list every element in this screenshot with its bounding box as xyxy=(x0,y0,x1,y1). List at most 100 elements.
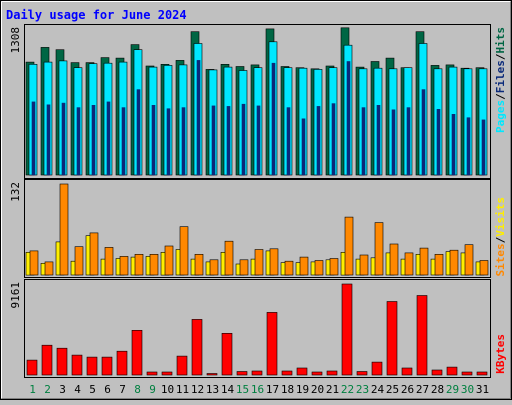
pages-bar xyxy=(466,117,471,176)
day-label: 20 xyxy=(311,383,324,396)
day-label: 27 xyxy=(416,383,429,396)
ymax-label-top: 1308 xyxy=(9,27,22,54)
day-label: 13 xyxy=(206,383,219,396)
day-label: 4 xyxy=(74,383,81,396)
sites-bar xyxy=(374,222,384,276)
sites-bar xyxy=(449,249,459,276)
kbytes-bar xyxy=(251,370,263,376)
pages-bar xyxy=(31,101,36,176)
pages-bar xyxy=(61,102,66,176)
kbytes-bar xyxy=(416,295,428,376)
day-label: 29 xyxy=(446,383,459,396)
chart-title: Daily usage for June 2024 xyxy=(6,8,187,22)
kbytes-bar xyxy=(71,354,83,376)
kbytes-bar xyxy=(461,371,473,376)
pages-bar xyxy=(301,118,306,176)
sites-bar xyxy=(104,247,114,276)
legend-sep-3: / xyxy=(494,236,507,243)
legend-kbytes: KBytes xyxy=(494,334,507,374)
kbytes-bar xyxy=(221,332,233,376)
sites-bar xyxy=(299,256,309,276)
kbytes-bar xyxy=(191,319,203,376)
sites-bar xyxy=(254,249,264,276)
day-label: 14 xyxy=(221,383,235,396)
pages-bar xyxy=(451,114,456,176)
sites-bar xyxy=(149,254,159,276)
pages-bar xyxy=(316,106,321,176)
day-label: 21 xyxy=(326,383,339,396)
kbytes-bar xyxy=(161,371,173,376)
day-label: 7 xyxy=(119,383,126,396)
pages-bar xyxy=(151,105,156,176)
sites-bar xyxy=(119,256,129,276)
pages-bar xyxy=(406,107,411,176)
sites-bar xyxy=(209,259,219,276)
sites-bar xyxy=(74,246,84,276)
kbytes-bar xyxy=(446,366,458,376)
kbytes-bar xyxy=(371,361,383,376)
day-label: 26 xyxy=(401,383,414,396)
sites-bar xyxy=(344,216,354,276)
sites-bar xyxy=(314,260,324,276)
chart-marks xyxy=(25,27,489,376)
day-label: 23 xyxy=(356,383,369,396)
sites-bar xyxy=(464,244,474,276)
kbytes-bar xyxy=(146,371,158,376)
legend-top: Pages/Files/Hits xyxy=(494,27,507,133)
kbytes-bar xyxy=(311,371,323,376)
kbytes-bar xyxy=(356,371,368,376)
pages-bar xyxy=(46,104,51,176)
kbytes-bar xyxy=(101,356,113,376)
day-label: 31 xyxy=(476,383,489,396)
pages-bar xyxy=(271,62,276,176)
kbytes-bar xyxy=(206,373,218,376)
kbytes-bar xyxy=(176,355,188,376)
day-label: 16 xyxy=(251,383,264,396)
pages-bar xyxy=(91,105,96,176)
pages-bar xyxy=(391,109,396,176)
kbytes-bar xyxy=(401,367,413,376)
sites-bar xyxy=(404,252,414,276)
day-label: 3 xyxy=(59,383,66,396)
legend-visits: Visits xyxy=(494,197,507,237)
day-label: 11 xyxy=(176,383,189,396)
sites-bar xyxy=(329,258,339,276)
kbytes-bar xyxy=(296,367,308,376)
pages-bar xyxy=(121,107,126,176)
pages-bar xyxy=(256,105,261,176)
pages-bar xyxy=(211,105,216,176)
pages-bar xyxy=(361,107,366,176)
sites-bar xyxy=(434,254,444,276)
day-label: 18 xyxy=(281,383,294,396)
day-label: 22 xyxy=(341,383,354,396)
pages-bar xyxy=(226,106,231,176)
kbytes-bar xyxy=(56,347,68,376)
kbytes-bar xyxy=(131,329,143,376)
sites-bar xyxy=(89,232,99,276)
legend-sep-2: / xyxy=(494,53,507,60)
legend-sep-1: / xyxy=(494,93,507,100)
pages-bar xyxy=(376,105,381,176)
pages-bar xyxy=(136,89,141,176)
sites-bar xyxy=(389,243,399,276)
pages-bar xyxy=(481,119,486,176)
pages-bar xyxy=(196,60,201,176)
pages-bar xyxy=(241,103,246,176)
pages-bar xyxy=(286,107,291,176)
ymax-label-middle: 132 xyxy=(9,182,22,202)
sites-bar xyxy=(359,254,369,276)
day-label: 9 xyxy=(149,383,156,396)
sites-bar xyxy=(239,259,249,276)
day-label: 6 xyxy=(104,383,111,396)
day-axis: 1 2 3 4 5 6 7 8 9 10 11 12 13 14 15 16 17 18 19 20 21 22 23 24 2… xyxy=(29,383,489,396)
pages-bar xyxy=(331,103,336,176)
sites-bar xyxy=(419,247,429,276)
pages-bar xyxy=(181,107,186,176)
day-label: 1 xyxy=(29,383,36,396)
legend-middle: Sites/Visits xyxy=(494,197,507,277)
day-label: 15 xyxy=(236,383,249,396)
kbytes-bar xyxy=(116,350,128,376)
kbytes-bar xyxy=(236,371,248,376)
